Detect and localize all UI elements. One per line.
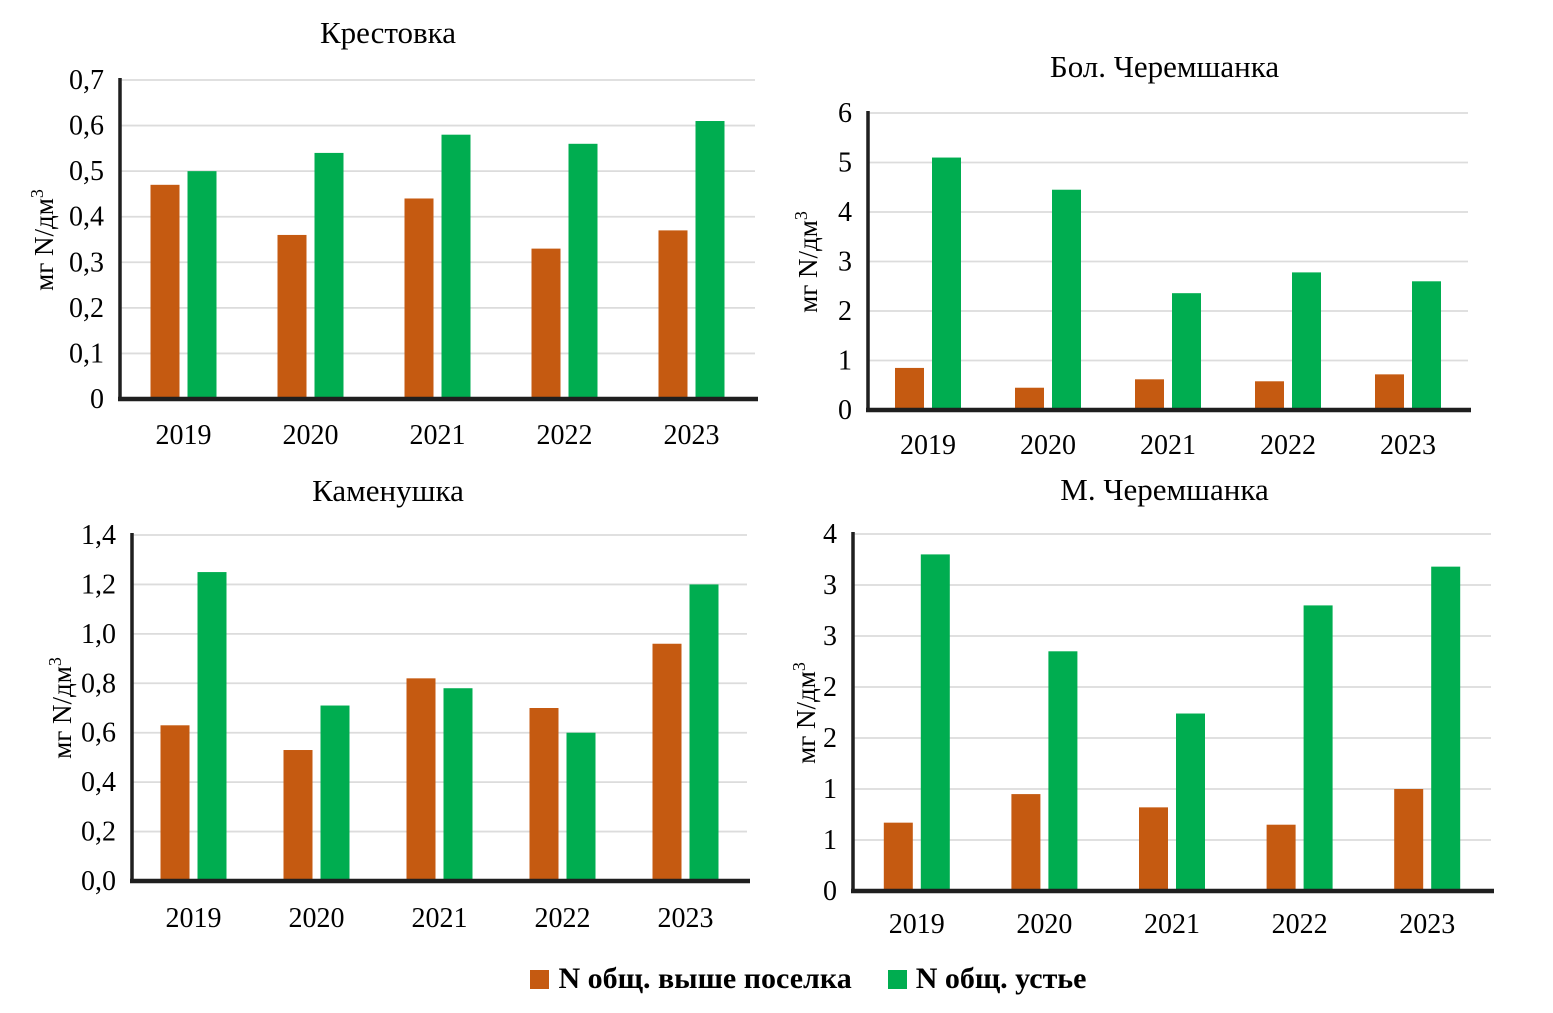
svg-text:0,4: 0,4 (69, 202, 104, 233)
svg-text:2021: 2021 (410, 420, 466, 451)
chart-title: Крестовка (319, 15, 457, 50)
svg-text:1,2: 1,2 (81, 569, 116, 600)
legend-item-mouth: N общ. устье (887, 962, 1087, 996)
svg-text:0,0: 0,0 (81, 866, 116, 897)
svg-text:2019: 2019 (889, 909, 945, 940)
svg-text:2019: 2019 (900, 430, 956, 461)
svg-text:1: 1 (823, 774, 837, 805)
svg-text:2022: 2022 (535, 903, 591, 934)
svg-text:5: 5 (838, 148, 852, 179)
svg-text:0,2: 0,2 (81, 817, 116, 848)
svg-text:2023: 2023 (1380, 430, 1436, 461)
svg-text:1,0: 1,0 (81, 619, 116, 650)
svg-text:2023: 2023 (664, 420, 720, 451)
svg-text:0,6: 0,6 (81, 718, 116, 749)
svg-text:0,5: 0,5 (69, 156, 104, 187)
svg-text:3: 3 (838, 247, 852, 278)
svg-text:0,2: 0,2 (69, 293, 104, 324)
svg-text:2020: 2020 (289, 903, 345, 934)
svg-text:2019: 2019 (156, 420, 212, 451)
chart-bol-cheremshanka: Бол. Черемшанка мг N/дм3 2019 2020 2021 202… (776, 0, 1553, 461)
legend-label-mouth: N общ. устье (915, 962, 1087, 995)
chart-m-cheremshanka: М. Черемшанка мг N/дм3 2019 2020 2021 2022 2… (776, 460, 1553, 1013)
svg-text:3: 3 (823, 570, 837, 601)
svg-text:6: 6 (838, 98, 852, 129)
svg-text:2021: 2021 (412, 903, 468, 934)
svg-text:0,4: 0,4 (81, 767, 116, 798)
svg-text:2: 2 (838, 296, 852, 327)
legend-item-upstream: N общ. выше поселка (530, 962, 852, 996)
chart-krestovka: Крестовка мг N/дм3 2019 2020 2021 2022 2023 0… (0, 0, 776, 460)
chart-kamenushka: Каменушка мг N/дм3 2019 2020 2021 2022 2023 0… (0, 460, 776, 1013)
svg-text:0: 0 (90, 384, 104, 415)
bar-plot: 2019 2020 2021 2022 2023 0 1 2 3 4 5 6 (838, 98, 1471, 461)
svg-text:2: 2 (823, 723, 837, 754)
svg-text:0,3: 0,3 (69, 247, 104, 278)
legend: N общ. выше поселка N общ. устье (0, 956, 1553, 1002)
svg-text:1: 1 (823, 825, 837, 856)
svg-text:0,1: 0,1 (69, 338, 104, 369)
chart-title: Каменушка (312, 473, 464, 508)
svg-text:2: 2 (823, 672, 837, 703)
svg-text:2022: 2022 (537, 420, 593, 451)
svg-text:0: 0 (823, 876, 837, 907)
bar-plot: 2019 2020 2021 2022 2023 0 0,1 0,2 0,3 0,4 0,5 0,6 0… (69, 65, 758, 451)
svg-text:2019: 2019 (166, 903, 222, 934)
svg-text:0,6: 0,6 (69, 111, 104, 142)
svg-text:1,4: 1,4 (81, 520, 116, 551)
svg-text:0: 0 (838, 395, 852, 426)
bar-plot: 2019 2020 2021 2022 2023 0 1 1 2 2 3 3 4 (823, 519, 1494, 940)
svg-text:2020: 2020 (1016, 909, 1072, 940)
chart-title: Бол. Черемшанка (1049, 49, 1280, 84)
svg-text:2022: 2022 (1272, 909, 1328, 940)
svg-text:2022: 2022 (1260, 430, 1316, 461)
bar-plot: 2019 2020 2021 2022 2023 0,0 0,2 0,4 0,6 0,8 1,0 1,… (81, 520, 750, 934)
legend-swatch-green (887, 969, 907, 989)
svg-text:2021: 2021 (1140, 430, 1196, 461)
legend-label-upstream: N общ. выше поселка (558, 962, 852, 995)
svg-text:2023: 2023 (658, 903, 714, 934)
chart-title: М. Черемшанка (1060, 472, 1269, 507)
svg-text:0,7: 0,7 (69, 65, 104, 96)
svg-text:2020: 2020 (283, 420, 339, 451)
svg-text:4: 4 (838, 197, 852, 228)
svg-text:2023: 2023 (1399, 909, 1455, 940)
svg-text:4: 4 (823, 519, 837, 550)
legend-swatch-orange (530, 969, 550, 989)
svg-text:1: 1 (838, 346, 852, 377)
svg-text:0,8: 0,8 (81, 668, 116, 699)
svg-text:2020: 2020 (1020, 430, 1076, 461)
svg-text:3: 3 (823, 621, 837, 652)
svg-text:2021: 2021 (1144, 909, 1200, 940)
